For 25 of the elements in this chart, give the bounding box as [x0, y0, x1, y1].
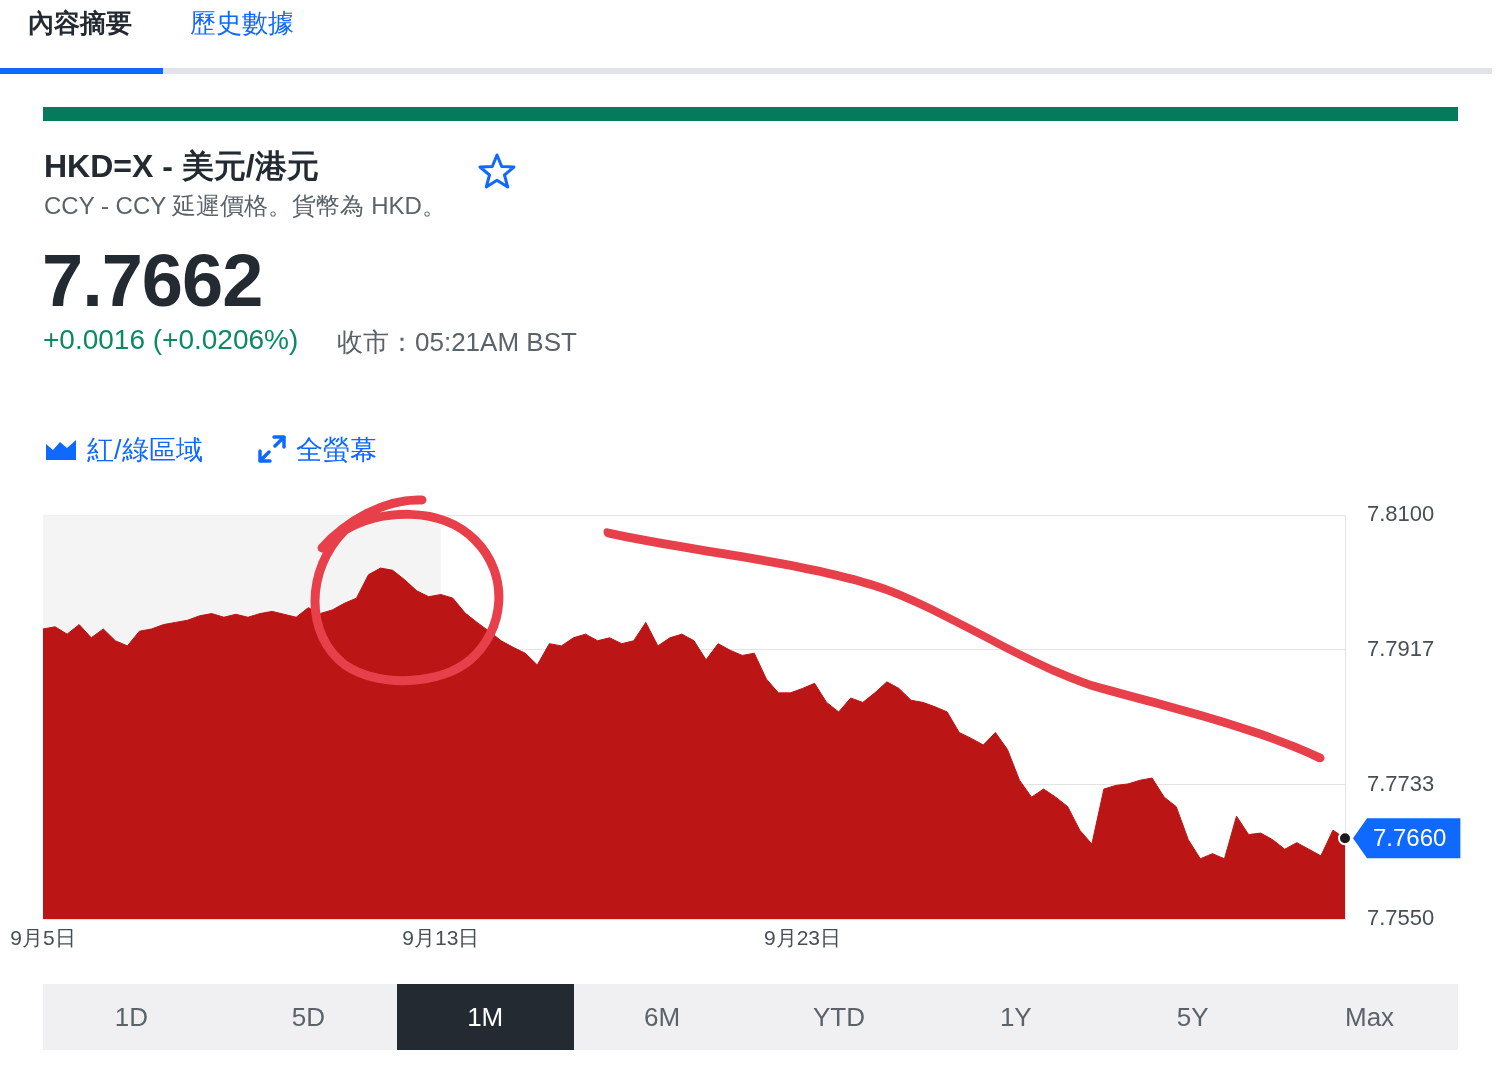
x-tick-label: 9月23日 — [763, 926, 842, 950]
y-tick-label: 7.8100 — [1367, 501, 1435, 527]
text: Max — [1344, 1000, 1396, 1034]
text: 7.7660 — [1373, 823, 1447, 851]
y-tick-label: 7.7550 — [1367, 905, 1435, 931]
text: 5D — [290, 1000, 326, 1034]
text: 紅/綠區域 — [87, 434, 203, 467]
text: 1M — [396, 984, 574, 1050]
text: 5Y — [1175, 1000, 1210, 1034]
text: 全螢幕 — [296, 434, 377, 467]
text: YTD — [811, 1000, 866, 1034]
x-tick-label: 9月13日 — [402, 926, 480, 950]
text: 收市：05:21AM BST — [337, 326, 577, 359]
chart-subtitle: CCY - CCY 延遲價格。貨幣為 HKD。 — [44, 191, 446, 221]
text: 歷史數據 — [190, 7, 294, 40]
text: +0.0016 (+0.0206%) — [43, 324, 299, 356]
text: 1Y — [998, 1000, 1033, 1034]
text: 6M — [643, 1000, 682, 1034]
text: 內容摘要 — [28, 7, 132, 40]
y-tick-label: 7.7917 — [1367, 635, 1435, 661]
chart-title: HKD=X - 美元/港元 — [44, 147, 319, 186]
y-tick-label: 7.7733 — [1367, 770, 1435, 796]
x-tick-label: 9月5日 — [10, 926, 76, 950]
text: 7.7662 — [42, 238, 263, 323]
text: 1D — [113, 1000, 150, 1034]
